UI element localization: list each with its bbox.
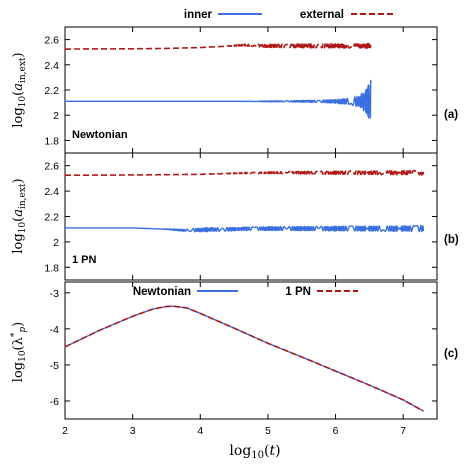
- panel-c-series-1-pn: [64, 305, 424, 412]
- panel-a-ytick-label: 2.4: [44, 60, 59, 72]
- panel-a-series-external: [64, 42, 372, 50]
- panel-c-ytick-label: -6: [50, 396, 59, 408]
- panel-a-label: (a): [444, 109, 458, 121]
- panel-c-xtick-label: 5: [265, 425, 271, 437]
- panel-c-frame: [64, 281, 438, 420]
- panel-a-series: [64, 42, 372, 119]
- panel-c-ytick-label: -3: [50, 288, 59, 300]
- panel-c-xtick-label: 2: [62, 425, 68, 437]
- panel-b-series: [64, 169, 425, 233]
- panel-b-ytick-label: 2.4: [44, 186, 59, 198]
- panel-b-frame: [64, 152, 438, 281]
- panel-b-ytick-label: 2.6: [44, 161, 59, 173]
- panel-c-xtick-label: 6: [333, 425, 339, 437]
- legend-newtonian-label: Newtonian: [133, 286, 191, 298]
- panel-a-series-inner: [64, 79, 372, 119]
- panel-a-ticks: 1.8 2 2.2 2.4 2.6: [44, 27, 437, 153]
- panel-a-note: Newtonian: [72, 129, 128, 141]
- panel-c-ytick-label: -5: [50, 360, 59, 372]
- panel-c-ytick-label: -4: [50, 324, 59, 336]
- panel-c-label: (c): [444, 348, 458, 360]
- panel-b-ylabel: log10(ain,ext): [11, 178, 28, 253]
- panel-b-series-inner: [64, 224, 425, 233]
- panel-c-ticks: -6 -5 -4 -3 2 3 4 5 6 7: [50, 282, 437, 437]
- panel-c: -6 -5 -4 -3 2 3 4 5 6 7 Newtonian 1 PN (c) log10(…: [10, 281, 458, 461]
- panel-a-ytick-label: 2.2: [44, 85, 59, 97]
- legend-panel-c: Newtonian 1 PN: [133, 286, 358, 298]
- panel-a-ytick-label: 2.6: [44, 35, 59, 47]
- panel-c-xtick-label: 4: [197, 425, 203, 437]
- legend-inner-label: inner: [184, 9, 213, 21]
- panel-c-xtick-label: 3: [130, 425, 136, 437]
- panel-b-ticks: 1.8 2 2.2 2.4 2.6: [44, 153, 437, 280]
- panel-b-label: (b): [444, 234, 459, 246]
- legend-external-label: external: [300, 9, 344, 21]
- panel-c-xlabel: log10(t): [229, 443, 280, 461]
- panel-b: 1.8 2 2.2 2.4 2.6 1 PN (b) log10(ain,ext): [11, 152, 459, 281]
- legend-top: inner external: [184, 9, 395, 21]
- panel-c-xtick-label: 7: [400, 425, 406, 437]
- panel-b-ytick-label: 2.2: [44, 212, 59, 224]
- panel-a-ytick-label: 2: [53, 110, 59, 122]
- panel-b-series-external: [64, 169, 425, 177]
- panel-b-ytick-label: 2: [53, 237, 59, 249]
- legend-1pn-label: 1 PN: [285, 286, 311, 298]
- panel-b-note: 1 PN: [72, 254, 97, 266]
- panel-c-series: [64, 305, 424, 412]
- panel-a-ytick-label: 1.8: [44, 135, 59, 147]
- panel-a-ylabel: log10(ain,ext): [11, 52, 28, 127]
- panel-b-ytick-label: 1.8: [44, 262, 59, 274]
- panel-c-ylabel: log10(λ*p): [10, 322, 28, 382]
- panel-a: 1.8 2 2.2 2.4 2.6 Newtonian (a) log10(ain,ex…: [11, 26, 458, 154]
